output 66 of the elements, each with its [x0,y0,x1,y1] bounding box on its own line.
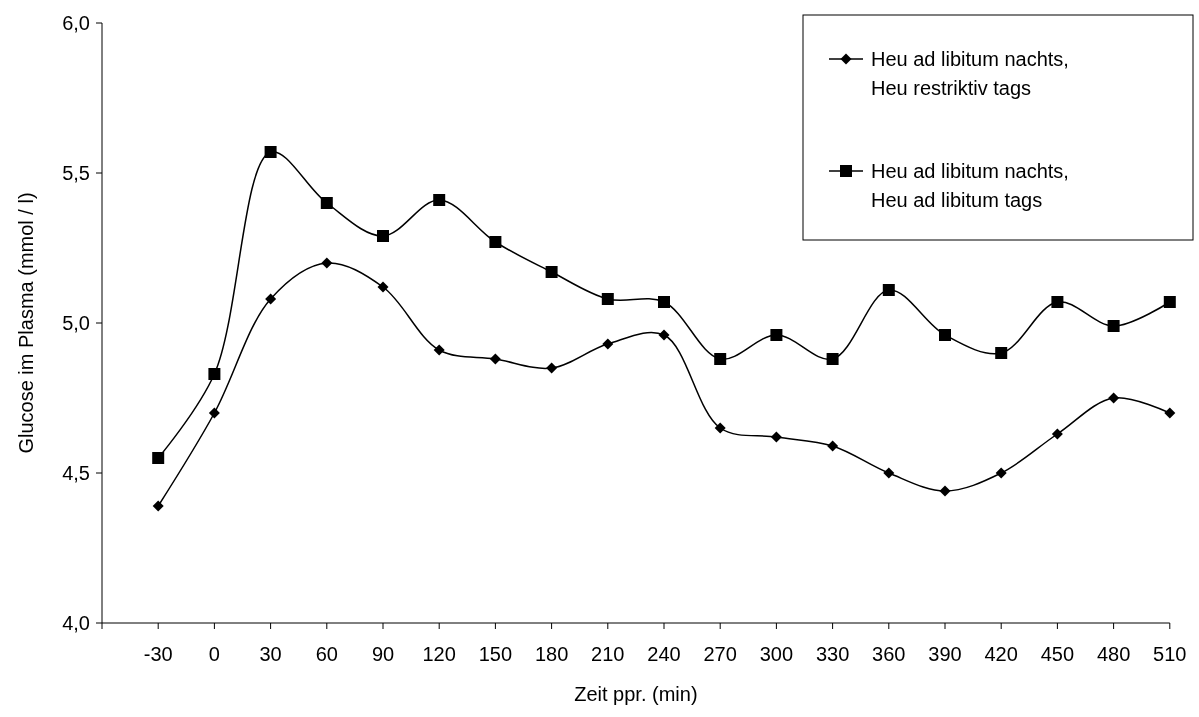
point [658,296,670,308]
point [1163,296,1176,308]
point [827,440,839,452]
point [995,467,1007,479]
x-tick-label: 300 [759,643,794,665]
x-tick-label: 90 [371,643,395,665]
point [1164,407,1176,419]
point [377,281,389,293]
point [602,338,614,350]
point [770,431,782,443]
y-axis-title: Glucose im Plasma (mmol / l) [15,192,37,454]
x-tick-label: 210 [591,643,625,665]
point [770,329,783,341]
point [546,362,558,374]
y-tick-label: 5,0 [62,312,90,334]
point [433,194,446,206]
point [939,485,951,497]
point [1108,392,1120,404]
point [545,266,558,278]
x-tick-label: 420 [984,643,1018,665]
point [152,500,164,512]
y-tick-label: 5,5 [62,162,90,184]
point [264,146,277,158]
x-tick-label: 60 [315,643,338,665]
point [1107,320,1120,332]
point [714,422,726,434]
point [995,347,1008,359]
x-tick-label: 480 [1096,643,1131,665]
point [320,197,333,209]
point [658,329,670,341]
x-tick-label: 240 [647,643,681,665]
y-tick-label: 6,0 [62,12,90,34]
x-axis-title: Zeit ppr. (min) [574,683,698,705]
x-tick-label: -30 [143,643,173,665]
point [883,467,895,479]
point [152,452,165,464]
point [433,344,445,356]
x-tick-label: 120 [422,643,456,665]
legend-label: Heu ad libitum nachts, Heu ad libitum tags [871,160,1069,211]
point [208,368,221,380]
y-tick-label: 4,5 [62,462,90,484]
x-tick-label: 390 [928,643,962,665]
point [714,353,727,365]
point [882,284,895,296]
x-tick-label: 150 [478,643,513,665]
x-tick-label: 180 [534,643,569,665]
point [489,353,501,365]
x-tick-label: 30 [259,643,282,665]
y-tick-label: 4,0 [62,612,90,634]
point [377,230,389,242]
point [489,236,502,248]
point [208,407,220,419]
point [1051,296,1064,308]
x-tick-label: 0 [208,643,220,665]
x-tick-label: 450 [1040,643,1075,665]
x-tick-label: 360 [872,643,906,665]
x-tick-label: 330 [815,643,850,665]
point [826,353,839,365]
point [939,329,951,341]
point [321,257,333,269]
point [265,293,277,305]
x-tick-label: 510 [1153,643,1187,665]
legend-label: Heu ad libitum nachts, Heu restriktiv tags [871,48,1069,99]
point [601,293,614,305]
x-tick-label: 270 [703,643,737,665]
point [1051,428,1063,440]
